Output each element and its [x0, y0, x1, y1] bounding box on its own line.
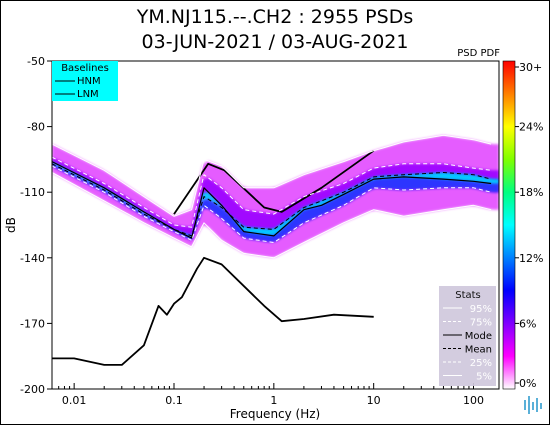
hnm-legend-label: HNM	[77, 76, 101, 87]
stats-legend-label: Mode	[465, 331, 492, 342]
x-axis: 0.01 0.1 1 10 100	[51, 383, 484, 407]
colorbar-title: PSD PDF	[457, 48, 500, 59]
colorbar-tick-label: 6%	[519, 317, 536, 330]
x-tick-label: 100	[463, 394, 484, 407]
baselines-legend: Baselines HNM LNM	[52, 61, 118, 101]
density-band-core	[52, 163, 499, 242]
stats-legend-label: 25%	[470, 358, 492, 369]
plot-area-border	[51, 60, 500, 390]
chart-title: YM.NJ115.--.CH2 : 2955 PSDs	[136, 6, 414, 28]
colorbar-tick-label: 24%	[519, 121, 543, 134]
baselines-legend-title: Baselines	[61, 63, 109, 74]
y-tick-label: -170	[20, 317, 45, 330]
colorbar-ticks: 30+ 24% 18% 12% 6% 0%	[515, 61, 543, 390]
series-25pct-line	[52, 165, 492, 243]
colorbar-tick-label: 12%	[519, 252, 543, 265]
stats-legend-label: 75%	[470, 318, 492, 329]
x-axis-label: Frequency (Hz)	[230, 407, 321, 421]
series-lnm-line	[52, 256, 374, 366]
x-tick-label: 10	[367, 394, 381, 407]
colorbar-tick-label: 30+	[519, 61, 542, 74]
series-75pct-line	[52, 156, 492, 228]
colorbar-tick-label: 18%	[519, 186, 543, 199]
series-mode-line	[52, 161, 492, 239]
y-tick-label: -80	[27, 121, 45, 134]
stats-legend-label: 95%	[470, 304, 492, 315]
stats-legend-label: 5%	[476, 372, 492, 383]
series-5pct-line	[52, 172, 492, 259]
stats-legend-title: Stats	[455, 290, 481, 301]
x-tick-label: 0.1	[165, 394, 183, 407]
y-tick-label: -50	[27, 55, 45, 68]
x-tick-label: 1	[270, 394, 277, 407]
stats-legend-box	[439, 286, 496, 386]
chart-subtitle: 03-JUN-2021 / 03-AUG-2021	[141, 31, 409, 53]
y-tick-label: -200	[20, 383, 45, 396]
stats-legend: Stats 95% 75% Mode Mean 25% 5%	[439, 286, 496, 386]
colorbar-tick-label: 0%	[519, 377, 536, 390]
series-layer	[52, 134, 492, 366]
series-hnm-line	[173, 149, 375, 215]
stats-legend-label: Mean	[465, 345, 492, 356]
logo-icon	[524, 396, 542, 414]
y-axis: -50 -80 -110 -140 -170 -200	[20, 55, 52, 396]
y-axis-label: dB	[4, 217, 18, 233]
series-95pct-line	[52, 134, 492, 217]
lnm-legend-label: LNM	[77, 89, 99, 100]
y-tick-label: -140	[20, 252, 45, 265]
y-tick-label: -110	[20, 186, 45, 199]
series-mean-line	[52, 163, 492, 237]
colorbar	[502, 60, 516, 390]
x-tick-label: 0.01	[62, 394, 87, 407]
